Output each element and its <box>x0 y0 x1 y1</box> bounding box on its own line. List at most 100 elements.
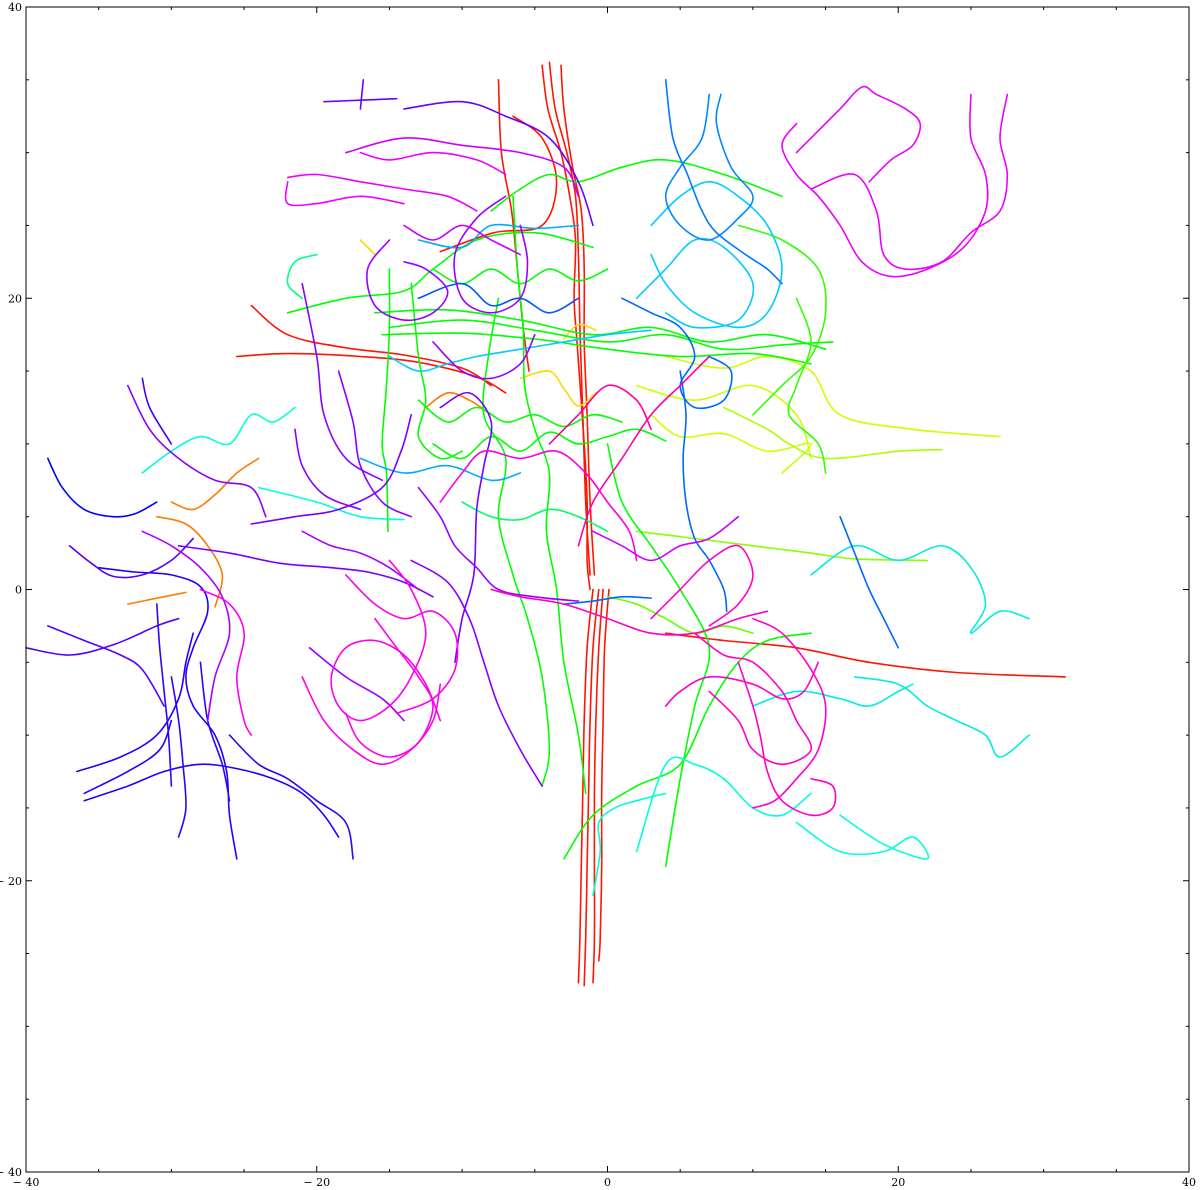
streamline-84 <box>337 370 412 518</box>
streamline-83 <box>301 282 383 482</box>
streamline-11 <box>439 115 558 253</box>
streamline-109 <box>664 661 820 707</box>
streamline-48 <box>810 544 1030 635</box>
streamline-73 <box>68 537 194 579</box>
streamline-80 <box>177 545 434 598</box>
streamline-31 <box>512 195 587 795</box>
streamline-18 <box>563 323 597 340</box>
streamline-3 <box>560 64 596 576</box>
streamline-79 <box>250 414 412 525</box>
streamline-65 <box>76 632 194 773</box>
streamline-46 <box>795 814 930 860</box>
streamline-28 <box>381 268 391 533</box>
streamline-108 <box>439 449 638 562</box>
streamline-86 <box>410 559 543 787</box>
streamline-81 <box>439 391 493 664</box>
streamline-92 <box>301 530 420 591</box>
streamline-10 <box>664 632 1067 678</box>
streamline-29 <box>410 282 463 460</box>
streamline-111 <box>737 661 837 817</box>
streamline-35 <box>432 428 667 460</box>
streamline-53 <box>388 329 652 373</box>
streamline-93 <box>141 530 231 722</box>
streamline-16 <box>519 370 597 407</box>
streamline-5 <box>583 588 600 987</box>
streamline-87 <box>366 239 449 322</box>
streamline-45 <box>635 756 812 853</box>
streamline-43 <box>141 406 296 474</box>
x-tick-label: − 20 <box>303 1176 330 1189</box>
streamline-69 <box>156 603 173 787</box>
streamline-71 <box>199 661 231 802</box>
streamline-70 <box>228 734 354 860</box>
streamline-25 <box>374 308 827 350</box>
streamline-94 <box>345 137 580 198</box>
streamline-26 <box>381 332 812 365</box>
streamline-41 <box>286 253 318 300</box>
streamline-61 <box>563 595 652 605</box>
streamline-57 <box>664 79 783 285</box>
y-tick-label: − 20 <box>0 875 22 888</box>
streamline-40 <box>606 596 754 635</box>
streamline-50 <box>752 683 914 707</box>
streamline-101 <box>810 93 1009 271</box>
streamline-22 <box>723 406 943 460</box>
streamline-49 <box>853 676 1030 758</box>
streamline-7 <box>598 588 610 962</box>
y-tick-label: − 40 <box>0 1166 22 1179</box>
streamline-67 <box>83 719 173 795</box>
streamline-59 <box>679 370 728 613</box>
streamline-77 <box>359 79 365 110</box>
streamline-2 <box>548 61 591 576</box>
x-tick-label: − 40 <box>13 1176 40 1189</box>
streamline-13 <box>156 515 224 608</box>
streamline-110 <box>693 632 813 766</box>
streamline-100 <box>795 85 922 183</box>
y-tick-label: 20 <box>8 292 22 305</box>
streamline-88 <box>453 195 529 314</box>
streamline-62 <box>417 282 580 314</box>
streamline-66 <box>83 763 340 838</box>
series-layer <box>25 61 1067 987</box>
streamline-17 <box>359 239 376 256</box>
streamline-39 <box>787 297 827 474</box>
streamline-19 <box>650 414 812 474</box>
streamline-95 <box>403 224 522 256</box>
streamline-98 <box>284 181 405 207</box>
streamline-52 <box>635 237 755 329</box>
streamline-106 <box>345 574 459 715</box>
streamline-56 <box>664 93 754 241</box>
streamline-78 <box>403 100 594 227</box>
streamline-97 <box>286 173 478 212</box>
streamline-1 <box>541 64 591 591</box>
streamline-113 <box>650 544 754 627</box>
streamline-30 <box>490 158 783 212</box>
x-tick-label: 40 <box>1182 1176 1196 1189</box>
streamline-105 <box>345 617 434 758</box>
streamline-4 <box>577 588 594 984</box>
streamline-27 <box>286 231 594 314</box>
streamline-38 <box>737 224 827 416</box>
streamline-74 <box>25 617 180 656</box>
streamline-36 <box>417 399 623 428</box>
streamline-91 <box>308 647 405 722</box>
streamline-76 <box>323 97 398 103</box>
streamline-114 <box>490 588 769 636</box>
streamline-60 <box>839 515 900 649</box>
streamline-42 <box>461 501 609 533</box>
streamline-99 <box>359 151 507 176</box>
streamline-104 <box>301 676 442 766</box>
streamline-55 <box>417 223 580 249</box>
streamline-6 <box>592 588 604 984</box>
streamline-33 <box>563 632 812 860</box>
streamline-24 <box>388 319 834 351</box>
streamline-96 <box>592 515 740 562</box>
streamline-37 <box>432 268 609 285</box>
streamline-82 <box>127 384 267 518</box>
streamline-34 <box>606 443 711 867</box>
streamline-54 <box>359 457 522 482</box>
streamline-85 <box>294 428 362 511</box>
